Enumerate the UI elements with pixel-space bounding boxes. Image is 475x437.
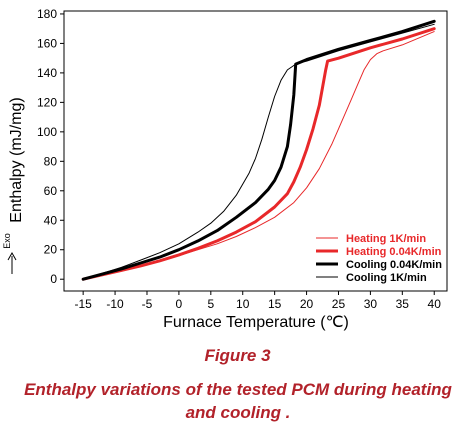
exo-indicator: Exo [2, 233, 17, 274]
series-layer [81, 19, 436, 281]
y-tick-label: 180 [37, 7, 57, 21]
x-tick-label: 20 [300, 297, 314, 311]
exo-label: Exo [2, 233, 12, 249]
series-line [82, 23, 435, 280]
legend-label: Cooling 0.04K/min [346, 259, 442, 271]
x-tick-label: 35 [396, 297, 410, 311]
x-tick-label: 15 [268, 297, 282, 311]
x-tick-label: -10 [106, 297, 124, 311]
plot-frame [63, 10, 448, 292]
ticks-layer: -15 -10 -5 0 5 10 15 20 25 30 35 40 0 20 40 60 80 100 120 1… [37, 7, 441, 311]
x-tick-label: -5 [142, 297, 153, 311]
series-line [81, 27, 436, 281]
y-tick-label: 20 [44, 243, 58, 257]
x-tick-label: 40 [428, 297, 442, 311]
y-tick-label: 60 [44, 184, 58, 198]
legend-label: Cooling 1K/min [346, 272, 427, 284]
x-tick-label: 25 [332, 297, 346, 311]
series-line [81, 19, 436, 281]
y-axis-title: Enthalpy (mJ/mg) [8, 97, 25, 222]
exo-arrowhead-icon [7, 251, 17, 261]
plot-border [63, 10, 448, 292]
x-tick-label: -15 [74, 297, 92, 311]
x-axis-title: Furnace Temperature (℃) [163, 314, 349, 331]
y-tick-label: 140 [37, 66, 57, 80]
y-tick-label: 0 [50, 272, 57, 286]
y-tick-label: 160 [37, 36, 57, 50]
figure-caption: Enthalpy variations of the tested PCM du… [24, 380, 452, 422]
figure-label: Figure 3 [204, 346, 271, 365]
legend-label: Heating 0.04K/min [346, 246, 442, 258]
x-tick-label: 5 [207, 297, 214, 311]
x-tick-label: 30 [364, 297, 378, 311]
y-tick-label: 100 [37, 125, 57, 139]
enthalpy-chart: -15 -10 -5 0 5 10 15 20 25 30 35 40 0 20 40 60 80 100 120 1… [2, 7, 448, 331]
x-tick-label: 10 [236, 297, 250, 311]
y-tick-label: 120 [37, 95, 57, 109]
y-tick-label: 80 [44, 154, 58, 168]
x-tick-label: 0 [176, 297, 183, 311]
y-tick-label: 40 [44, 213, 58, 227]
legend-label: Heating 1K/min [346, 233, 426, 245]
